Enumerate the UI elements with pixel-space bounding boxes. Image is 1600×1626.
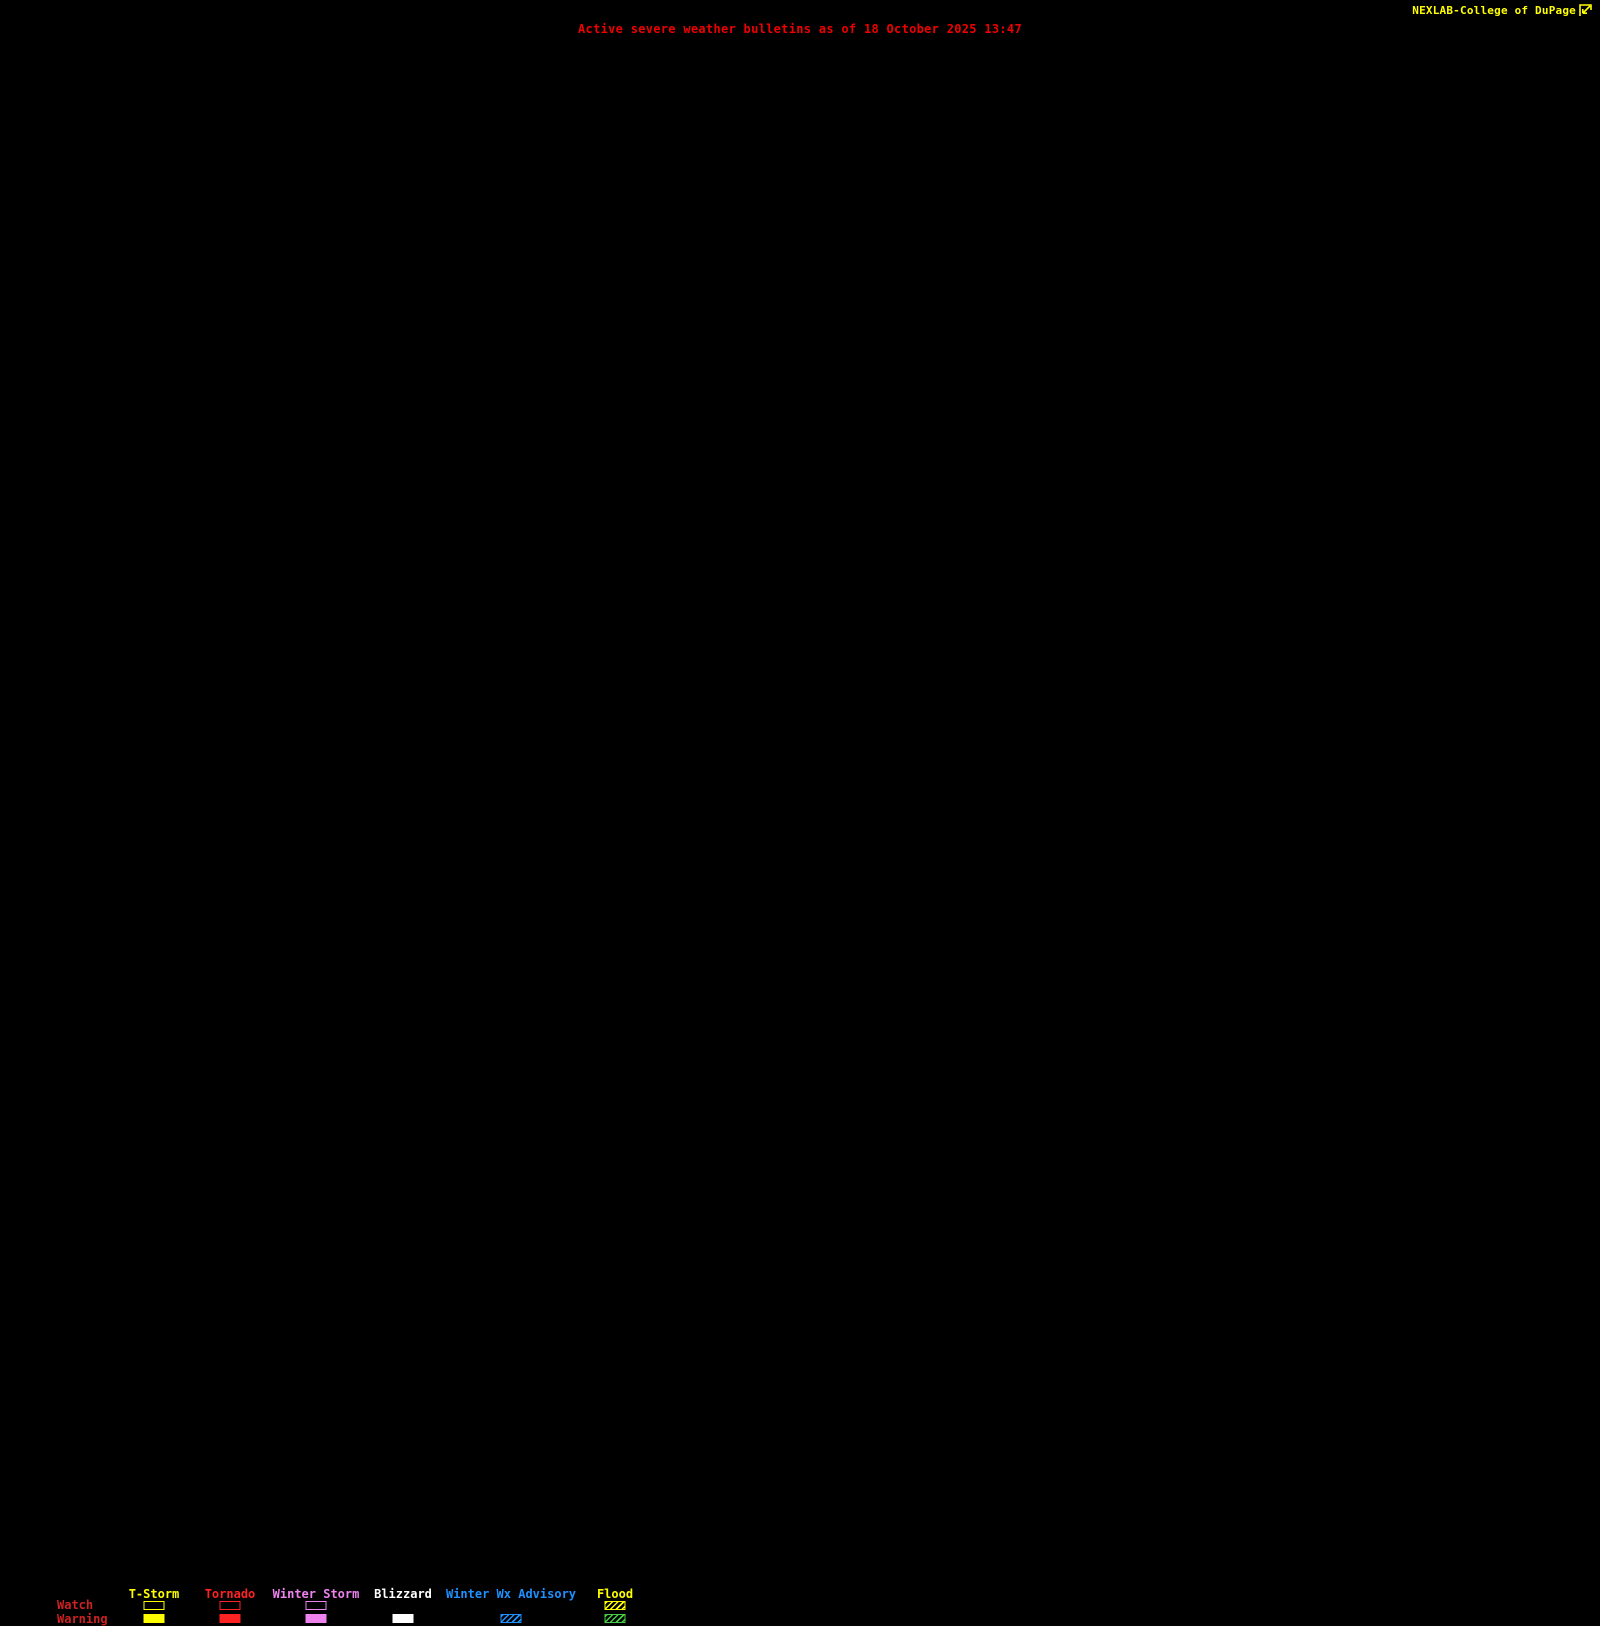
legend-column-label: Blizzard <box>374 1587 432 1601</box>
legend-watch-swatch <box>604 1601 626 1610</box>
legend-column-winter-storm: Winter Storm <box>264 1587 368 1623</box>
legend: Watch Warning T-Storm Tornado Winter Sto… <box>0 793 720 1625</box>
legend-column-winter-wx-advisory: Winter Wx Advisory <box>434 1587 588 1623</box>
legend-warning-swatch <box>305 1614 327 1623</box>
brand: NEXLAB-College of DuPage <box>1412 4 1592 17</box>
legend-column-label: Tornado <box>204 1587 256 1601</box>
legend-column-tornado: Tornado <box>195 1587 265 1623</box>
legend-column-label: Winter Storm <box>272 1587 360 1601</box>
brand-text: NEXLAB-College of DuPage <box>1412 4 1576 17</box>
legend-column-label: Flood <box>596 1587 634 1601</box>
legend-row-label-warning: Warning <box>57 1612 108 1626</box>
legend-row-label-watch: Watch <box>57 1598 94 1612</box>
legend-warning-swatch <box>143 1614 165 1623</box>
page-title: Active severe weather bulletins as of 18… <box>578 22 1022 36</box>
legend-warning-swatch <box>500 1614 522 1623</box>
legend-column-label: Winter Wx Advisory <box>445 1587 577 1601</box>
legend-column-blizzard: Blizzard <box>361 1587 445 1623</box>
legend-warning-swatch <box>604 1614 626 1623</box>
legend-column-label: T-Storm <box>128 1587 180 1601</box>
map-canvas <box>0 0 1600 900</box>
legend-column-flood: Flood <box>587 1587 643 1623</box>
legend-watch-swatch <box>305 1601 327 1610</box>
legend-watch-swatch <box>143 1601 165 1610</box>
legend-watch-swatch <box>219 1601 241 1610</box>
legend-warning-swatch <box>219 1614 241 1623</box>
nexlab-logo-icon <box>1579 4 1592 17</box>
legend-column-tstorm: T-Storm <box>119 1587 189 1623</box>
legend-warning-swatch <box>392 1614 414 1623</box>
